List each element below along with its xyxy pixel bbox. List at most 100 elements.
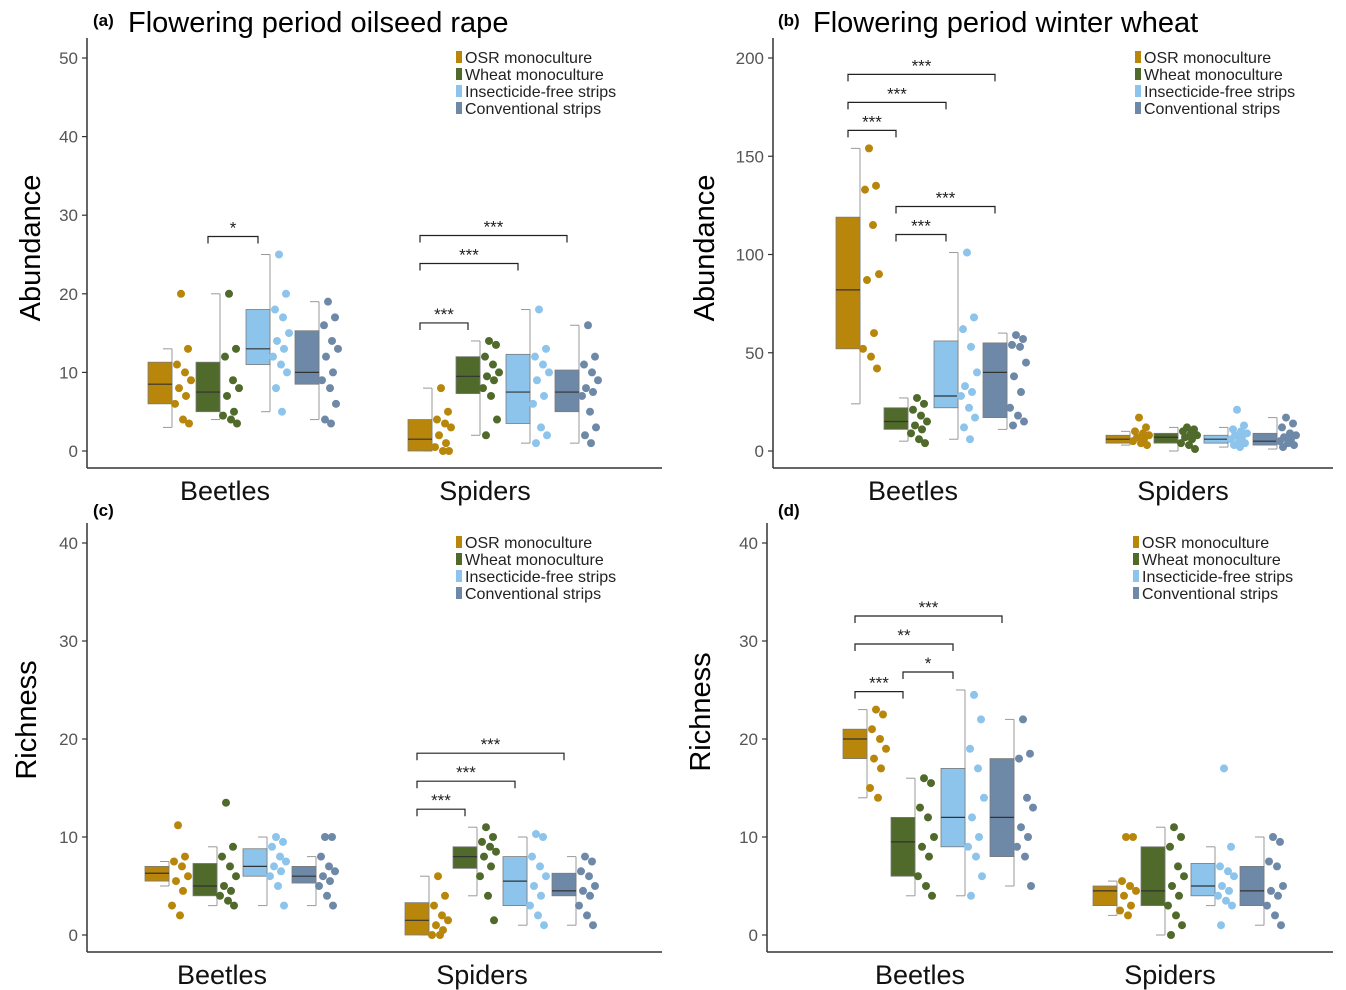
data-point (918, 425, 926, 434)
data-point (495, 368, 503, 377)
data-point (476, 872, 484, 881)
data-point (575, 901, 583, 910)
data-point (914, 872, 922, 881)
data-point (1276, 437, 1284, 446)
box-rect (883, 407, 909, 430)
data-point (1240, 421, 1248, 430)
data-point (232, 344, 240, 353)
significance-bracket: *** (854, 598, 1003, 623)
bracket-line (416, 808, 466, 817)
legend-label: Insecticide-free strips (465, 569, 616, 586)
y-tick-label: 0 (749, 926, 758, 945)
data-point (317, 852, 325, 861)
data-point (269, 352, 277, 361)
legend-swatch (456, 51, 462, 63)
data-point (1187, 429, 1195, 438)
data-point (182, 391, 190, 400)
data-point (1271, 911, 1279, 920)
significance-label: *** (887, 84, 907, 103)
data-point (967, 342, 975, 351)
data-point (434, 872, 442, 881)
data-point (479, 384, 487, 393)
data-point (1286, 429, 1294, 438)
data-point (478, 837, 486, 846)
data-point (178, 862, 186, 871)
data-point (1012, 331, 1020, 340)
legend-swatch (1135, 102, 1141, 114)
data-point (870, 754, 878, 763)
data-point (927, 779, 935, 788)
data-point (1127, 901, 1135, 910)
legend-label: Wheat monoculture (465, 552, 604, 569)
data-point (911, 421, 919, 430)
box-rect (291, 866, 317, 884)
data-point (1218, 882, 1226, 890)
significance-bracket: *** (419, 305, 469, 330)
data-point (1023, 793, 1031, 802)
data-point (1214, 891, 1222, 900)
data-point (876, 735, 884, 743)
data-point (1120, 891, 1128, 900)
data-point (539, 833, 547, 841)
legend-swatch (1135, 68, 1141, 80)
panel-d-ylabel: Richness (685, 652, 717, 771)
legend-label: Conventional strips (465, 586, 601, 603)
data-point (545, 368, 553, 377)
x-category-label: Beetles (875, 960, 965, 990)
data-point (1177, 439, 1185, 448)
data-point (967, 891, 975, 900)
box-group (551, 852, 599, 930)
box-rect (1092, 885, 1118, 907)
data-point (917, 411, 925, 420)
data-point (1180, 872, 1188, 881)
data-point (444, 916, 452, 925)
legend-swatch (456, 570, 462, 582)
significance-bracket: *** (895, 217, 947, 242)
box-rect (551, 872, 577, 897)
box-rect (1239, 866, 1265, 907)
data-point (873, 364, 881, 373)
y-tick-label: 50 (745, 344, 764, 363)
data-point (1142, 423, 1150, 432)
y-tick-label: 0 (69, 926, 78, 945)
data-point (223, 391, 231, 400)
data-point (226, 862, 234, 871)
data-point (1188, 435, 1196, 444)
data-point (540, 391, 548, 400)
data-point (170, 857, 178, 866)
significance-bracket: *** (419, 246, 519, 271)
data-point (277, 867, 285, 876)
data-point (534, 911, 542, 920)
legend-swatch (456, 85, 462, 97)
data-point (279, 313, 287, 322)
legend-swatch (1135, 85, 1141, 97)
data-point (482, 823, 490, 832)
significance-bracket: ** (854, 626, 954, 651)
data-point (318, 376, 326, 385)
data-point (925, 852, 933, 861)
data-point (543, 431, 551, 440)
data-point (321, 833, 329, 841)
legend-item: Wheat monoculture (1135, 67, 1283, 84)
bracket-line (847, 129, 897, 138)
legend-item: Conventional strips (456, 101, 601, 118)
data-point (1126, 882, 1134, 890)
data-point (1282, 413, 1290, 422)
data-point (1029, 803, 1037, 812)
data-point (1170, 823, 1178, 832)
panel-c: (c) Richness 0 10 20 30 40 Beetles Spiders *** *… (11, 501, 662, 990)
bracket-line (854, 691, 904, 699)
data-point (957, 391, 965, 400)
data-point (866, 784, 874, 792)
data-point (1274, 891, 1282, 900)
data-point (1174, 862, 1182, 871)
data-point (272, 833, 280, 841)
y-tick-label: 10 (739, 828, 758, 847)
panel-b-ylabel: Abundance (689, 175, 721, 322)
box-group (294, 297, 342, 428)
data-point (278, 407, 286, 416)
panel-b-plot: 0 50 100 150 200 Beetles Spiders *** *** *** *** **… (736, 38, 1333, 506)
data-point (280, 344, 288, 353)
data-point (1230, 872, 1238, 881)
